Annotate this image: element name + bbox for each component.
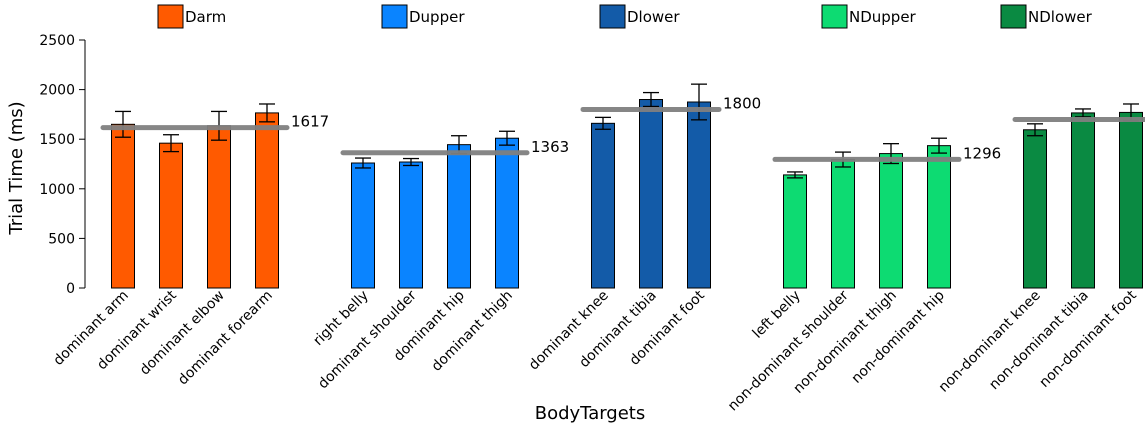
bar	[831, 159, 855, 289]
bar	[495, 137, 519, 289]
legend-label: Dupper	[409, 8, 465, 26]
legend-swatch	[157, 4, 184, 29]
bars	[111, 83, 1143, 289]
y-tick-label: 0	[66, 281, 75, 297]
bar	[159, 142, 183, 289]
legend-swatch	[381, 4, 408, 29]
x-tick-label: non-dominant foot	[1036, 287, 1140, 391]
mean-lines: 16171363180012961699	[100, 94, 1145, 162]
bar	[1023, 129, 1047, 289]
group-mean-label: 1800	[723, 94, 761, 112]
bar	[447, 144, 471, 289]
legend-swatch	[1000, 4, 1027, 29]
y-tick-label: 500	[48, 231, 75, 247]
bar	[1119, 111, 1143, 289]
bar	[783, 174, 807, 289]
bar	[1071, 112, 1095, 289]
group-mean-label: 1363	[531, 138, 569, 156]
y-tick-label: 1000	[39, 182, 75, 198]
group-mean-label: 1296	[963, 144, 1001, 162]
bar	[591, 122, 615, 289]
x-tick-label: dominant thigh	[429, 288, 516, 375]
x-tick-label: dominant knee	[526, 288, 612, 374]
bar	[207, 125, 231, 289]
x-tick-label: non-dominant hip	[849, 287, 948, 386]
bar	[687, 101, 711, 289]
legend-label: Darm	[185, 8, 226, 26]
legend-swatch	[821, 4, 848, 29]
legend-label: NDupper	[849, 8, 917, 26]
y-axis-title: Trial Time (ms)	[6, 101, 27, 235]
legend: Darm Dupper Dlower NDupper NDlower	[157, 4, 1093, 29]
bar	[351, 162, 375, 289]
y-tick-label: 2500	[39, 33, 75, 49]
y-tick-label: 2000	[39, 83, 75, 99]
bar	[111, 123, 135, 289]
bar	[879, 153, 903, 289]
y-tick-label: 1500	[39, 132, 75, 148]
legend-swatch	[599, 4, 626, 29]
x-tick-label: dominant elbow	[137, 288, 228, 379]
bar	[255, 112, 279, 289]
legend-label: NDlower	[1028, 8, 1093, 26]
bar	[639, 99, 663, 289]
legend-label: Dlower	[627, 8, 680, 26]
x-tick-label: dominant forearm	[175, 288, 276, 389]
group-mean-label: 1617	[291, 113, 329, 131]
bar	[927, 145, 951, 289]
axes: 0 500 1000 1500 2000 2500	[39, 33, 86, 297]
x-axis-title: BodyTargets	[535, 403, 646, 424]
bar	[399, 161, 423, 289]
